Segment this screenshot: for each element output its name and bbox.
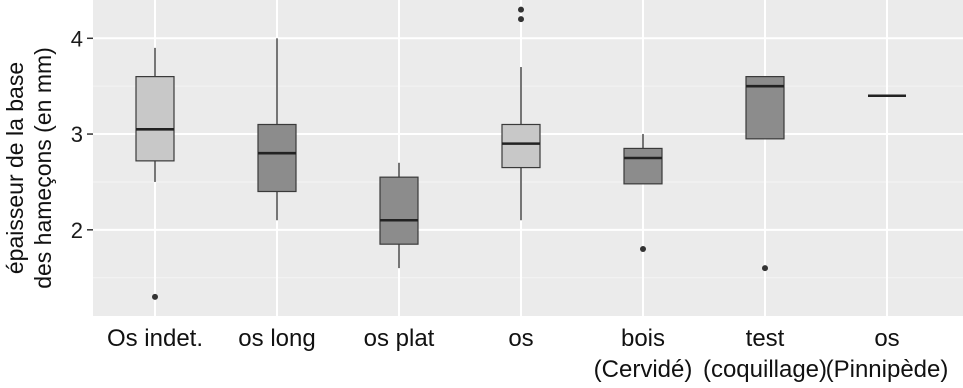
outlier-point	[640, 245, 646, 252]
y-tick-label: 3	[71, 122, 83, 147]
x-category-label: os plat	[364, 325, 435, 352]
x-category-label: (Cervidé)	[594, 356, 693, 383]
y-axis-title-line: des hameçons (en mm)	[30, 47, 56, 289]
box-body	[257, 123, 297, 193]
x-category-label: os	[508, 325, 533, 352]
box-body	[501, 123, 541, 169]
outlier-point	[762, 265, 768, 272]
y-tick-label: 2	[71, 218, 83, 243]
box-body	[379, 176, 419, 245]
x-category-label: os	[874, 325, 899, 352]
outlier-point	[518, 6, 524, 13]
x-category-label: bois	[621, 325, 665, 352]
box-2	[257, 38, 297, 221]
box-body	[623, 147, 663, 185]
box-5	[623, 134, 663, 252]
box-3	[379, 162, 419, 269]
x-category-label: (coquillage)	[703, 356, 827, 383]
box-body	[135, 76, 175, 162]
x-category-label: os long	[238, 325, 315, 352]
y-axis-title-line: épaisseur de la base	[2, 62, 28, 274]
y-tick-label: 4	[71, 26, 83, 51]
box-6	[745, 76, 785, 272]
box-1	[135, 47, 175, 300]
x-category-label: test	[746, 325, 785, 352]
box-4	[501, 6, 541, 221]
outlier-point	[152, 293, 158, 300]
x-category-label: Os indet.	[107, 325, 203, 352]
outlier-point	[518, 16, 524, 23]
x-category-label: (Pinnipède)	[826, 356, 949, 383]
